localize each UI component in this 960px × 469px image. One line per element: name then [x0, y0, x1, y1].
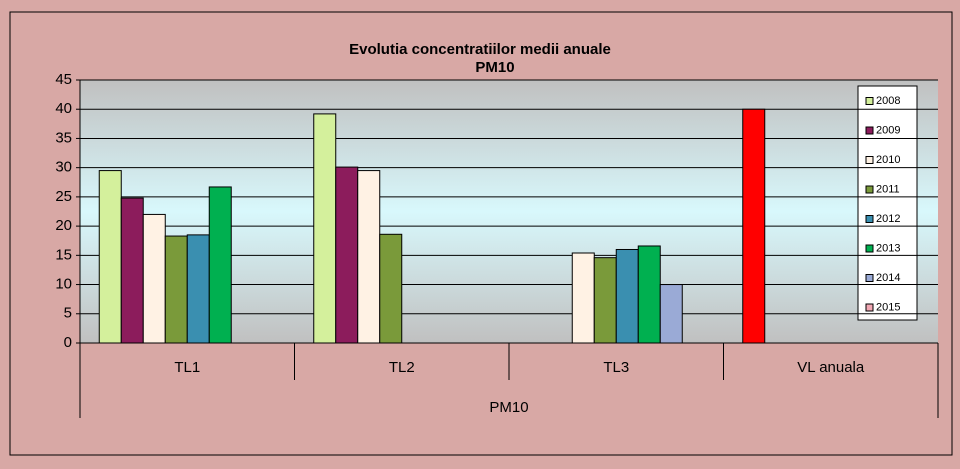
bar: [120, 197, 144, 344]
bar: [142, 213, 166, 344]
bar: [615, 248, 639, 344]
y-tick-label: 30: [55, 159, 72, 176]
y-tick-label: 5: [64, 305, 72, 322]
bar: [98, 170, 122, 344]
legend-label: 2013: [876, 242, 900, 254]
x-tick-label: TL1: [174, 359, 200, 376]
y-tick-label: 0: [64, 334, 72, 351]
legend: 2008 2009 2010 2011 2012 2013 2014 2015: [857, 85, 918, 321]
legend-swatch: [865, 215, 874, 223]
y-tick-label: 40: [55, 100, 72, 117]
x-tick-label: TL2: [389, 359, 415, 376]
legend-swatch: [865, 244, 874, 253]
x-tick-label: VL anuala: [797, 359, 865, 376]
y-tick-label: 15: [55, 246, 72, 263]
y-tick-label: 10: [55, 276, 72, 293]
bar: [659, 284, 683, 344]
bar: [313, 113, 337, 344]
bar: [186, 234, 210, 344]
bar: [379, 233, 403, 344]
bar: [593, 257, 617, 344]
group-label: PM10: [489, 399, 528, 416]
legend-label: 2009: [876, 124, 900, 136]
x-tick-label: TL3: [603, 359, 629, 376]
bar: [571, 252, 595, 344]
bar: [208, 186, 232, 344]
bar: [357, 170, 381, 344]
bar: [637, 245, 661, 344]
legend-label: 2014: [876, 272, 900, 284]
legend-swatch: [865, 97, 874, 105]
legend-swatch: [865, 185, 874, 194]
legend-label: 2012: [876, 213, 900, 225]
legend-swatch: [865, 274, 874, 282]
chart-subtitle: PM10: [475, 59, 514, 76]
chart-title: Evolutia concentratiilor medii anuale: [349, 41, 611, 58]
bar: [742, 108, 766, 344]
legend-label: 2008: [876, 95, 900, 107]
y-tick-label: 20: [55, 217, 72, 234]
legend-swatch: [865, 126, 874, 135]
chart-frame: [9, 11, 953, 456]
legend-label: 2015: [876, 301, 900, 313]
y-tick-label: 45: [55, 71, 72, 88]
bar: [164, 235, 188, 344]
legend-label: 2010: [876, 154, 900, 166]
legend-swatch: [865, 303, 874, 312]
bar: [335, 166, 359, 344]
legend-label: 2011: [876, 183, 900, 195]
legend-swatch: [865, 156, 874, 164]
y-tick-label: 25: [55, 188, 72, 205]
y-tick-label: 35: [55, 129, 72, 146]
